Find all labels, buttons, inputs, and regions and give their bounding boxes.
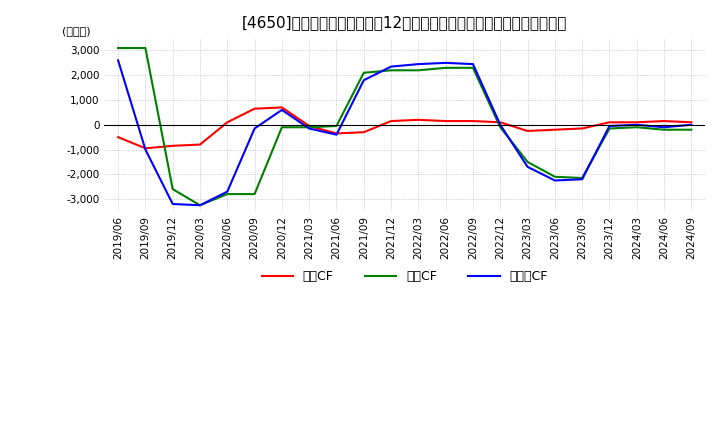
営業CF	[114, 135, 122, 140]
営業CF	[305, 123, 313, 128]
投資CF	[305, 125, 313, 130]
営業CF	[141, 146, 150, 151]
投資CF	[278, 125, 287, 130]
投資CF	[196, 202, 204, 208]
フリーCF	[441, 60, 450, 66]
投資CF	[687, 127, 696, 132]
営業CF	[469, 118, 477, 124]
投資CF	[114, 45, 122, 51]
営業CF	[251, 106, 259, 111]
Title: [4650]　キャッシュフローの12か月移動合計の対前年同期増減額の推移: [4650] キャッシュフローの12か月移動合計の対前年同期増減額の推移	[242, 15, 567, 30]
投資CF	[441, 65, 450, 70]
投資CF	[469, 65, 477, 70]
投資CF	[387, 68, 395, 73]
フリーCF	[387, 64, 395, 69]
フリーCF	[278, 107, 287, 113]
フリーCF	[578, 176, 587, 182]
営業CF	[496, 120, 505, 125]
営業CF	[687, 120, 696, 125]
Line: 営業CF: 営業CF	[118, 107, 691, 148]
フリーCF	[687, 122, 696, 128]
フリーCF	[168, 202, 177, 207]
投資CF	[332, 123, 341, 128]
フリーCF	[359, 77, 368, 83]
営業CF	[223, 120, 232, 125]
フリーCF	[523, 164, 532, 169]
フリーCF	[632, 122, 641, 128]
フリーCF	[251, 126, 259, 131]
営業CF	[196, 142, 204, 147]
営業CF	[578, 126, 587, 131]
営業CF	[359, 129, 368, 135]
フリーCF	[141, 147, 150, 152]
投資CF	[578, 176, 587, 181]
フリーCF	[414, 62, 423, 67]
営業CF	[551, 127, 559, 132]
営業CF	[441, 118, 450, 124]
営業CF	[660, 118, 668, 124]
投資CF	[632, 125, 641, 130]
投資CF	[223, 191, 232, 197]
Line: 投資CF: 投資CF	[118, 48, 691, 205]
投資CF	[523, 159, 532, 165]
投資CF	[168, 187, 177, 192]
投資CF	[414, 68, 423, 73]
Legend: 営業CF, 投資CF, フリーCF: 営業CF, 投資CF, フリーCF	[256, 265, 553, 288]
フリーCF	[223, 189, 232, 194]
フリーCF	[469, 62, 477, 67]
Line: フリーCF: フリーCF	[118, 60, 691, 205]
Text: (百万円): (百万円)	[63, 26, 91, 37]
投資CF	[496, 125, 505, 130]
フリーCF	[605, 123, 613, 128]
投資CF	[660, 127, 668, 132]
フリーCF	[332, 132, 341, 137]
営業CF	[387, 118, 395, 124]
フリーCF	[196, 202, 204, 208]
フリーCF	[551, 178, 559, 183]
営業CF	[632, 120, 641, 125]
投資CF	[359, 70, 368, 75]
営業CF	[168, 143, 177, 148]
営業CF	[278, 105, 287, 110]
営業CF	[523, 128, 532, 134]
投資CF	[605, 126, 613, 131]
投資CF	[551, 174, 559, 180]
フリーCF	[660, 125, 668, 130]
営業CF	[414, 117, 423, 122]
フリーCF	[114, 58, 122, 63]
フリーCF	[496, 122, 505, 128]
フリーCF	[305, 126, 313, 131]
投資CF	[251, 191, 259, 197]
営業CF	[605, 120, 613, 125]
投資CF	[141, 45, 150, 51]
営業CF	[332, 131, 341, 136]
